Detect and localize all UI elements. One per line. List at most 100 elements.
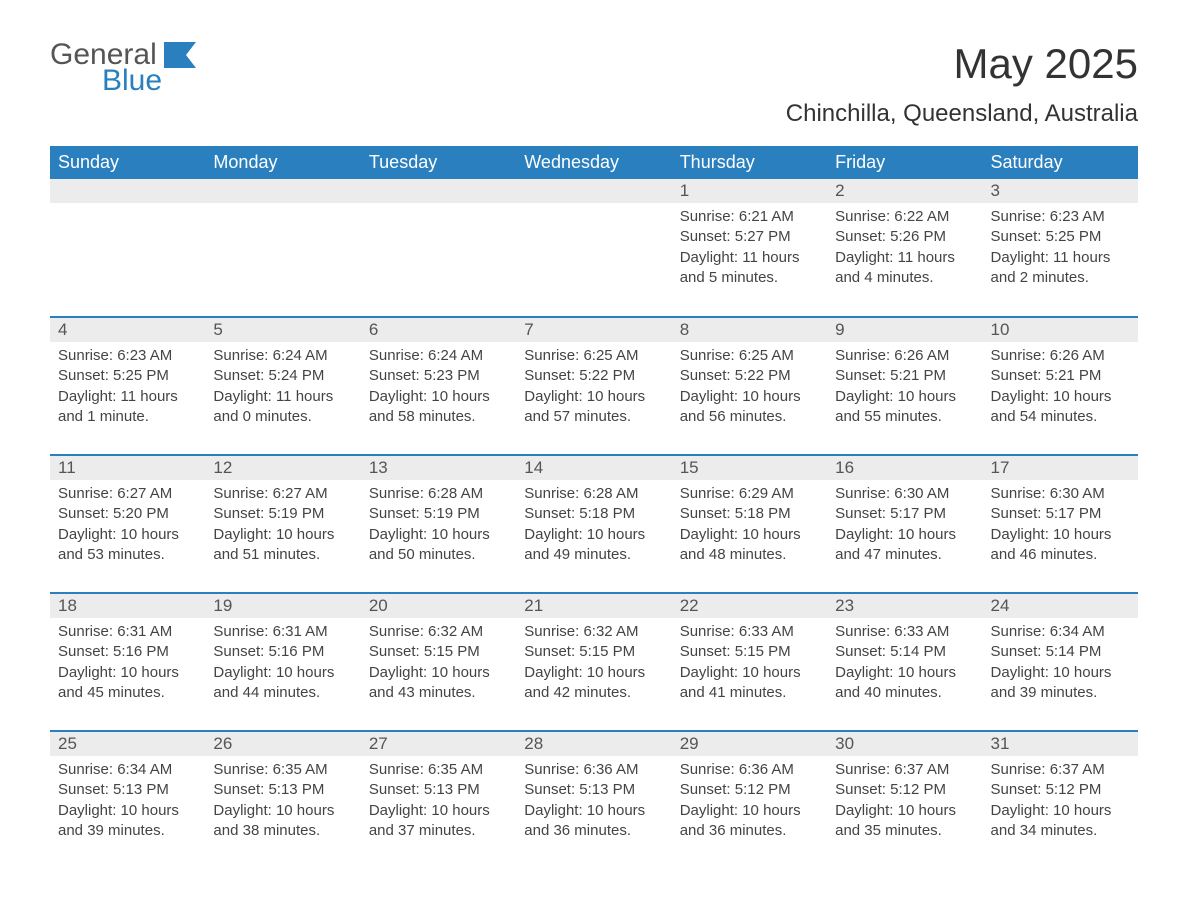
day-content: Sunrise: 6:22 AMSunset: 5:26 PMDaylight:… xyxy=(827,203,982,296)
sunset-text: Sunset: 5:27 PM xyxy=(680,227,819,247)
day-number: 15 xyxy=(672,456,827,480)
day-number: 18 xyxy=(50,594,205,618)
calendar-day-cell: 19Sunrise: 6:31 AMSunset: 5:16 PMDayligh… xyxy=(205,593,360,731)
day-content: Sunrise: 6:33 AMSunset: 5:15 PMDaylight:… xyxy=(672,618,827,711)
day-number: 31 xyxy=(983,732,1138,756)
daylight-text: Daylight: 11 hours and 5 minutes. xyxy=(680,248,819,289)
brand-logo: General Blue xyxy=(50,40,196,96)
day-content: Sunrise: 6:30 AMSunset: 5:17 PMDaylight:… xyxy=(983,480,1138,573)
day-content: Sunrise: 6:25 AMSunset: 5:22 PMDaylight:… xyxy=(672,342,827,435)
day-content: Sunrise: 6:23 AMSunset: 5:25 PMDaylight:… xyxy=(50,342,205,435)
daylight-text: Daylight: 11 hours and 4 minutes. xyxy=(835,248,974,289)
sunset-text: Sunset: 5:20 PM xyxy=(58,504,197,524)
sunrise-text: Sunrise: 6:34 AM xyxy=(58,760,197,780)
calendar-day-cell: 1 Sunrise: 6:21 AMSunset: 5:27 PMDaylight… xyxy=(672,179,827,317)
calendar-day-cell: 13Sunrise: 6:28 AMSunset: 5:19 PMDayligh… xyxy=(361,455,516,593)
day-number: 1 xyxy=(672,179,827,203)
sunrise-text: Sunrise: 6:26 AM xyxy=(991,346,1130,366)
daylight-text: Daylight: 10 hours and 45 minutes. xyxy=(58,663,197,704)
calendar-day-cell: 22Sunrise: 6:33 AMSunset: 5:15 PMDayligh… xyxy=(672,593,827,731)
daylight-text: Daylight: 10 hours and 44 minutes. xyxy=(213,663,352,704)
day-number: 29 xyxy=(672,732,827,756)
sunrise-text: Sunrise: 6:25 AM xyxy=(524,346,663,366)
calendar-day-cell: 24Sunrise: 6:34 AMSunset: 5:14 PMDayligh… xyxy=(983,593,1138,731)
sunrise-text: Sunrise: 6:32 AM xyxy=(524,622,663,642)
calendar-day-cell: 8Sunrise: 6:25 AMSunset: 5:22 PMDaylight… xyxy=(672,317,827,455)
day-content: Sunrise: 6:31 AMSunset: 5:16 PMDaylight:… xyxy=(50,618,205,711)
day-number: 20 xyxy=(361,594,516,618)
calendar-day-cell: 25Sunrise: 6:34 AMSunset: 5:13 PMDayligh… xyxy=(50,731,205,869)
sunset-text: Sunset: 5:25 PM xyxy=(58,366,197,386)
title-block: May 2025 Chinchilla, Queensland, Austral… xyxy=(786,40,1138,138)
daylight-text: Daylight: 10 hours and 40 minutes. xyxy=(835,663,974,704)
day-number: 21 xyxy=(516,594,671,618)
day-number: 11 xyxy=(50,456,205,480)
day-content: Sunrise: 6:24 AMSunset: 5:23 PMDaylight:… xyxy=(361,342,516,435)
daylight-text: Daylight: 10 hours and 48 minutes. xyxy=(680,525,819,566)
logo-text-block: General Blue xyxy=(50,40,162,96)
day-number: 7 xyxy=(516,318,671,342)
day-number: 13 xyxy=(361,456,516,480)
sunrise-text: Sunrise: 6:36 AM xyxy=(680,760,819,780)
day-content: Sunrise: 6:36 AMSunset: 5:13 PMDaylight:… xyxy=(516,756,671,849)
logo-blue-text: Blue xyxy=(102,66,162,96)
calendar-day-cell: 2Sunrise: 6:22 AMSunset: 5:26 PMDaylight… xyxy=(827,179,982,317)
day-content: Sunrise: 6:28 AMSunset: 5:18 PMDaylight:… xyxy=(516,480,671,573)
daylight-text: Daylight: 11 hours and 2 minutes. xyxy=(991,248,1130,289)
sunrise-text: Sunrise: 6:36 AM xyxy=(524,760,663,780)
calendar-day-cell: 14Sunrise: 6:28 AMSunset: 5:18 PMDayligh… xyxy=(516,455,671,593)
sunrise-text: Sunrise: 6:37 AM xyxy=(835,760,974,780)
day-header: Wednesday xyxy=(516,146,671,179)
day-content: Sunrise: 6:27 AMSunset: 5:19 PMDaylight:… xyxy=(205,480,360,573)
daylight-text: Daylight: 10 hours and 39 minutes. xyxy=(991,663,1130,704)
calendar-day-cell: 9Sunrise: 6:26 AMSunset: 5:21 PMDaylight… xyxy=(827,317,982,455)
day-number: 25 xyxy=(50,732,205,756)
day-content: Sunrise: 6:30 AMSunset: 5:17 PMDaylight:… xyxy=(827,480,982,573)
day-number: 8 xyxy=(672,318,827,342)
daylight-text: Daylight: 10 hours and 36 minutes. xyxy=(680,801,819,842)
sunrise-text: Sunrise: 6:35 AM xyxy=(213,760,352,780)
sunset-text: Sunset: 5:19 PM xyxy=(369,504,508,524)
logo-flag-icon xyxy=(164,42,196,68)
calendar-week-row: 4Sunrise: 6:23 AMSunset: 5:25 PMDaylight… xyxy=(50,317,1138,455)
day-number: 19 xyxy=(205,594,360,618)
sunset-text: Sunset: 5:23 PM xyxy=(369,366,508,386)
day-number: 26 xyxy=(205,732,360,756)
sunset-text: Sunset: 5:22 PM xyxy=(680,366,819,386)
day-number: 4 xyxy=(50,318,205,342)
calendar-day-cell xyxy=(361,179,516,317)
sunrise-text: Sunrise: 6:21 AM xyxy=(680,207,819,227)
day-header: Tuesday xyxy=(361,146,516,179)
calendar-day-cell: 31Sunrise: 6:37 AMSunset: 5:12 PMDayligh… xyxy=(983,731,1138,869)
sunrise-text: Sunrise: 6:24 AM xyxy=(213,346,352,366)
calendar-week-row: 25Sunrise: 6:34 AMSunset: 5:13 PMDayligh… xyxy=(50,731,1138,869)
day-number: 16 xyxy=(827,456,982,480)
day-content: Sunrise: 6:28 AMSunset: 5:19 PMDaylight:… xyxy=(361,480,516,573)
sunrise-text: Sunrise: 6:25 AM xyxy=(680,346,819,366)
day-content: Sunrise: 6:32 AMSunset: 5:15 PMDaylight:… xyxy=(516,618,671,711)
calendar-day-cell: 17Sunrise: 6:30 AMSunset: 5:17 PMDayligh… xyxy=(983,455,1138,593)
day-number: 2 xyxy=(827,179,982,203)
calendar-week-row: 18Sunrise: 6:31 AMSunset: 5:16 PMDayligh… xyxy=(50,593,1138,731)
calendar-header-row: SundayMondayTuesdayWednesdayThursdayFrid… xyxy=(50,146,1138,179)
day-content: Sunrise: 6:34 AMSunset: 5:14 PMDaylight:… xyxy=(983,618,1138,711)
day-content: Sunrise: 6:37 AMSunset: 5:12 PMDaylight:… xyxy=(983,756,1138,849)
daylight-text: Daylight: 10 hours and 54 minutes. xyxy=(991,387,1130,428)
calendar-day-cell: 27Sunrise: 6:35 AMSunset: 5:13 PMDayligh… xyxy=(361,731,516,869)
daylight-text: Daylight: 10 hours and 53 minutes. xyxy=(58,525,197,566)
calendar-day-cell: 18Sunrise: 6:31 AMSunset: 5:16 PMDayligh… xyxy=(50,593,205,731)
calendar-week-row: 11Sunrise: 6:27 AMSunset: 5:20 PMDayligh… xyxy=(50,455,1138,593)
daylight-text: Daylight: 10 hours and 43 minutes. xyxy=(369,663,508,704)
calendar-day-cell: 16Sunrise: 6:30 AMSunset: 5:17 PMDayligh… xyxy=(827,455,982,593)
day-number xyxy=(516,179,671,203)
calendar-day-cell: 4Sunrise: 6:23 AMSunset: 5:25 PMDaylight… xyxy=(50,317,205,455)
sunset-text: Sunset: 5:21 PM xyxy=(835,366,974,386)
calendar-day-cell: 20Sunrise: 6:32 AMSunset: 5:15 PMDayligh… xyxy=(361,593,516,731)
day-number: 3 xyxy=(983,179,1138,203)
sunset-text: Sunset: 5:25 PM xyxy=(991,227,1130,247)
calendar-table: SundayMondayTuesdayWednesdayThursdayFrid… xyxy=(50,146,1138,869)
calendar-day-cell: 28Sunrise: 6:36 AMSunset: 5:13 PMDayligh… xyxy=(516,731,671,869)
sunset-text: Sunset: 5:12 PM xyxy=(991,780,1130,800)
location-subtitle: Chinchilla, Queensland, Australia xyxy=(786,100,1138,128)
calendar-day-cell xyxy=(516,179,671,317)
